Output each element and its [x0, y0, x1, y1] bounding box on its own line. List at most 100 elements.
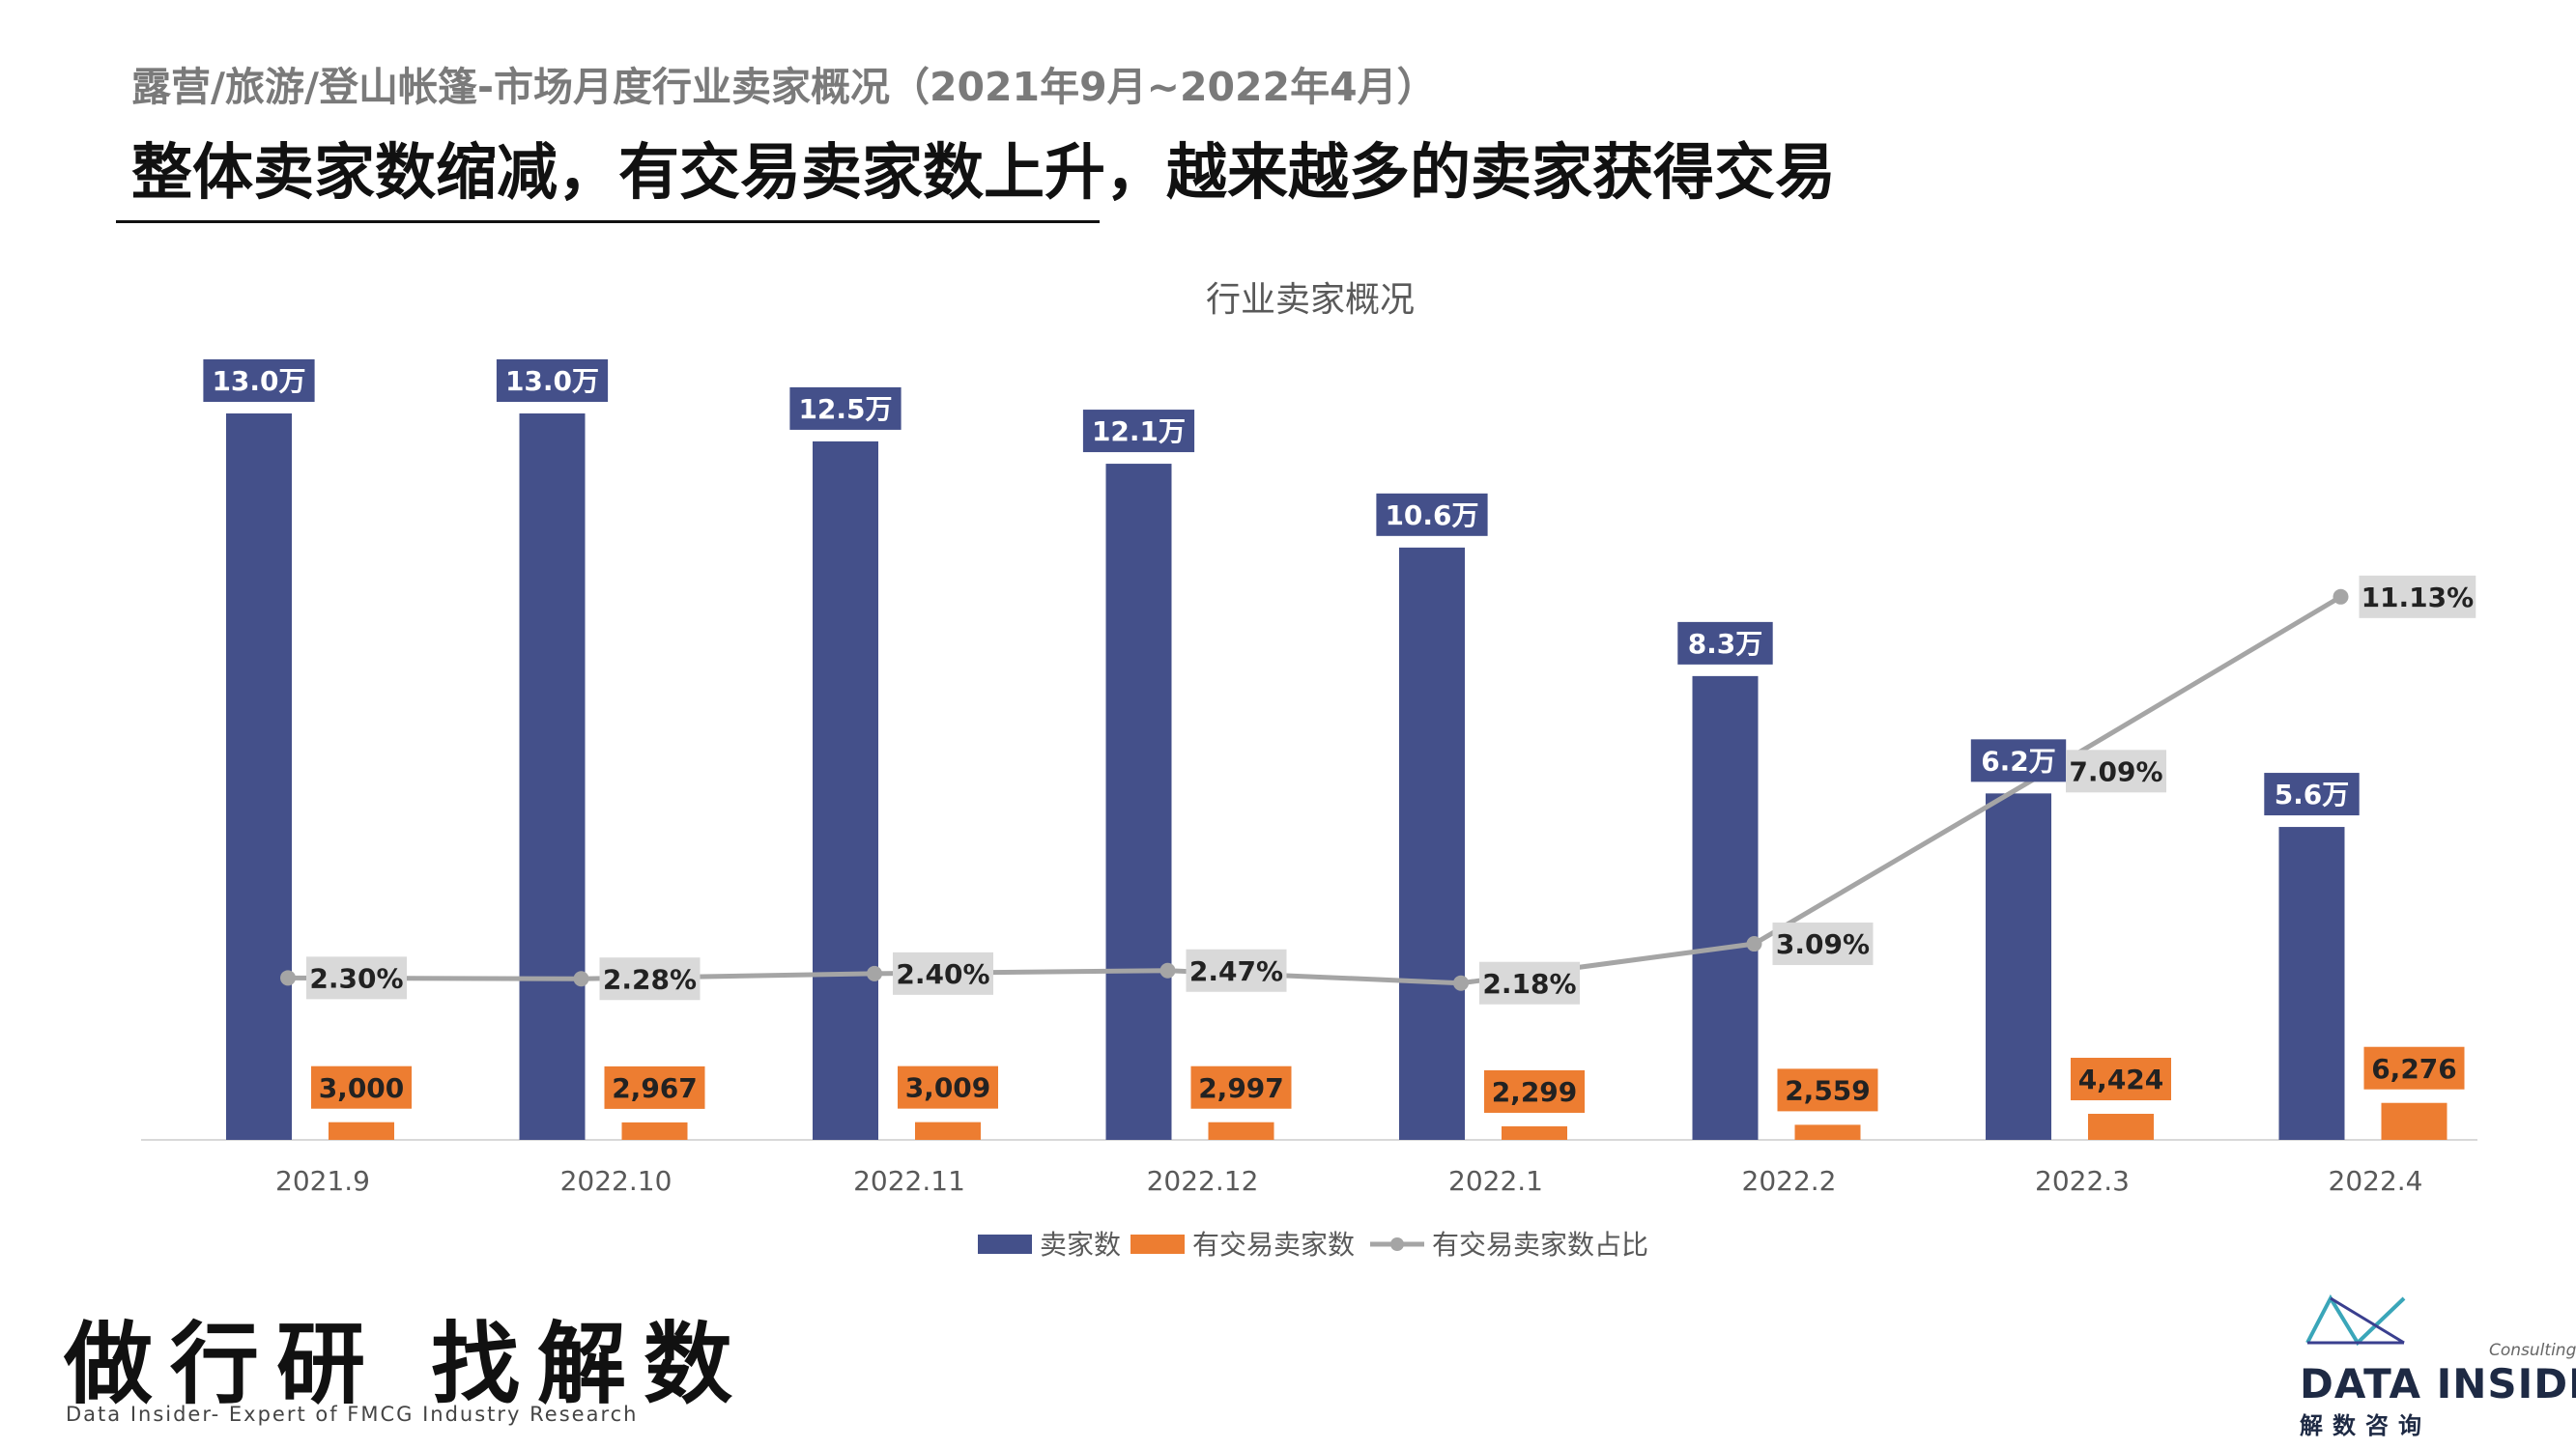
- ratio-value-label: 7.09%: [2066, 750, 2166, 793]
- seller-value-label-text: 12.1万: [1092, 415, 1186, 447]
- data-insider-logo: Consulting DATA INSIDER 解数咨询: [2300, 1294, 2576, 1439]
- trading-seller-value-label-text: 2,967: [612, 1072, 698, 1104]
- x-tick-label: 2022.11: [853, 1165, 965, 1197]
- ratio-value-label: 3.09%: [1772, 923, 1874, 966]
- title-underline: [116, 220, 1100, 223]
- trading-seller-value-label-bg: [1190, 1065, 1292, 1109]
- trading-seller-value-label: 6,276: [2363, 1046, 2465, 1090]
- x-tick-label: 2022.3: [2035, 1165, 2130, 1197]
- ratio-point: [867, 965, 882, 981]
- ratio-point: [280, 970, 296, 986]
- seller-value-label-bg: [1677, 621, 1773, 665]
- seller-bar: [1399, 547, 1465, 1140]
- seller-value-label: 12.1万: [1082, 410, 1195, 453]
- seller-value-label: 13.0万: [203, 359, 315, 402]
- logo-name: DATA INSIDER: [2300, 1360, 2576, 1407]
- seller-value-label-bg: [203, 359, 315, 402]
- trading-seller-value-label-bg: [1777, 1068, 1878, 1112]
- ratio-value-label-text: 2.47%: [1189, 955, 1283, 987]
- trading-seller-bar: [2381, 1102, 2447, 1140]
- legend-ratio-text: 有交易卖家数占比: [1432, 1229, 1648, 1261]
- trading-seller-value-label-bg: [604, 1065, 705, 1109]
- x-tick-label: 2022.10: [560, 1165, 673, 1197]
- legend-trading-seller: 有交易卖家数: [1131, 1229, 1355, 1261]
- legend-seller-swatch: [978, 1235, 1032, 1254]
- seller-bar: [1986, 793, 2051, 1140]
- trading-seller-bar: [1794, 1124, 1861, 1140]
- legend-ratio-marker: [1390, 1237, 1404, 1251]
- ratio-point: [1159, 962, 1176, 979]
- ratio-value-label: 2.18%: [1479, 961, 1580, 1005]
- seller-value-label: 13.0万: [496, 359, 609, 402]
- chart-legend: 卖家数 有交易卖家数 有交易卖家数占比: [978, 1229, 1648, 1261]
- seller-value-label-text: 12.5万: [798, 393, 892, 425]
- trading-seller-value-label-bg: [2363, 1046, 2465, 1090]
- trading-seller-bar: [1502, 1125, 1567, 1140]
- trading-seller-bars: [329, 1102, 2447, 1140]
- ratio-value-label-bg: [893, 952, 993, 995]
- report-subtitle: 露营/旅游/登山帐篷-市场月度行业卖家概况（2021年9月~2022年4月）: [131, 64, 1437, 110]
- ratio-value-label-text: 7.09%: [2069, 755, 2162, 787]
- ratio-point: [2333, 588, 2349, 605]
- trading-seller-value-label-text: 2,299: [1492, 1076, 1578, 1108]
- trading-seller-value-label-text: 2,559: [1785, 1074, 1871, 1106]
- seller-bar: [813, 440, 878, 1140]
- seller-value-label-bg: [1970, 739, 2067, 782]
- seller-value-label-text: 13.0万: [212, 365, 305, 397]
- ratio-value-label-bg: [1186, 949, 1287, 992]
- ratio-value-label-text: 2.28%: [603, 963, 697, 995]
- seller-value-label: 5.6万: [2264, 773, 2360, 816]
- ratio-value-label-text: 2.30%: [309, 962, 403, 994]
- trading-seller-value-label: 2,299: [1484, 1069, 1585, 1113]
- trading-seller-value-label: 2,967: [604, 1065, 705, 1109]
- legend-seller-text: 卖家数: [1040, 1229, 1121, 1261]
- data-labels: 13.0万 3,000 13.0万 2,967 12.5万 3,009 12.1万 2,997…: [203, 359, 2476, 1113]
- seller-overview-chart: 行业卖家概况 13.0万 3,000 13.0万 2,967 12.5万 3,009 12.…: [141, 280, 2477, 1261]
- ratio-value-label-text: 2.40%: [896, 958, 989, 990]
- trading-seller-value-label-text: 3,009: [905, 1072, 991, 1104]
- seller-value-label-text: 13.0万: [505, 365, 599, 397]
- seller-bar: [519, 413, 586, 1140]
- ratio-value-label: 2.40%: [893, 952, 993, 995]
- trading-seller-bar: [621, 1122, 688, 1140]
- ratio-value-label: 11.13%: [2359, 575, 2476, 618]
- seller-value-label-bg: [1376, 493, 1488, 536]
- seller-value-label: 6.2万: [1970, 739, 2067, 782]
- ratio-value-label-bg: [306, 956, 407, 1000]
- trading-seller-value-label-text: 4,424: [2078, 1064, 2164, 1095]
- x-tick-labels: 2021.9 2022.10 2022.11 2022.12 2022.1 2022.2 2…: [275, 1165, 2422, 1197]
- trading-seller-bar: [329, 1122, 394, 1140]
- ratio-value-label-bg: [599, 957, 701, 1001]
- trading-seller-value-label: 2,997: [1190, 1065, 1292, 1109]
- trading-seller-value-label-text: 2,997: [1198, 1072, 1284, 1104]
- seller-value-label: 12.5万: [789, 386, 902, 430]
- chart-title: 行业卖家概况: [1206, 280, 1415, 320]
- trading-seller-value-label: 3,009: [898, 1065, 998, 1109]
- ratio-value-label: 2.30%: [306, 956, 407, 1000]
- seller-bar: [2278, 827, 2345, 1140]
- ratio-point: [1746, 936, 1762, 952]
- seller-value-label: 10.6万: [1376, 493, 1488, 536]
- ratio-value-label-bg: [1772, 923, 1874, 966]
- logo-chinese-name: 解数咨询: [2300, 1412, 2431, 1439]
- legend-seller: 卖家数: [978, 1229, 1121, 1261]
- seller-value-label-bg: [2264, 773, 2360, 816]
- trading-seller-value-label-bg: [898, 1065, 998, 1109]
- ratio-value-label-bg: [2066, 750, 2166, 793]
- seller-value-label-bg: [1082, 410, 1195, 453]
- brand-slogan: 做行研 找解数: [64, 1312, 751, 1416]
- seller-value-label-text: 8.3万: [1688, 628, 1763, 660]
- seller-value-label-text: 10.6万: [1385, 499, 1478, 531]
- ratio-value-label-text: 3.09%: [1776, 928, 1870, 960]
- seller-bar: [1105, 464, 1172, 1140]
- logo-consulting: Consulting: [2489, 1341, 2576, 1360]
- ratio-value-label: 2.28%: [599, 957, 701, 1001]
- seller-bar: [226, 413, 292, 1140]
- seller-value-label-text: 6.2万: [1981, 745, 2056, 777]
- trading-seller-value-label-text: 3,000: [319, 1072, 405, 1104]
- ratio-value-label-bg: [2359, 575, 2476, 618]
- x-tick-label: 2022.12: [1147, 1165, 1259, 1197]
- report-headline: 整体卖家数缩减，有交易卖家数上升，越来越多的卖家获得交易: [131, 137, 1836, 208]
- trading-seller-bar: [2088, 1114, 2154, 1140]
- ratio-value-label-bg: [1479, 961, 1580, 1005]
